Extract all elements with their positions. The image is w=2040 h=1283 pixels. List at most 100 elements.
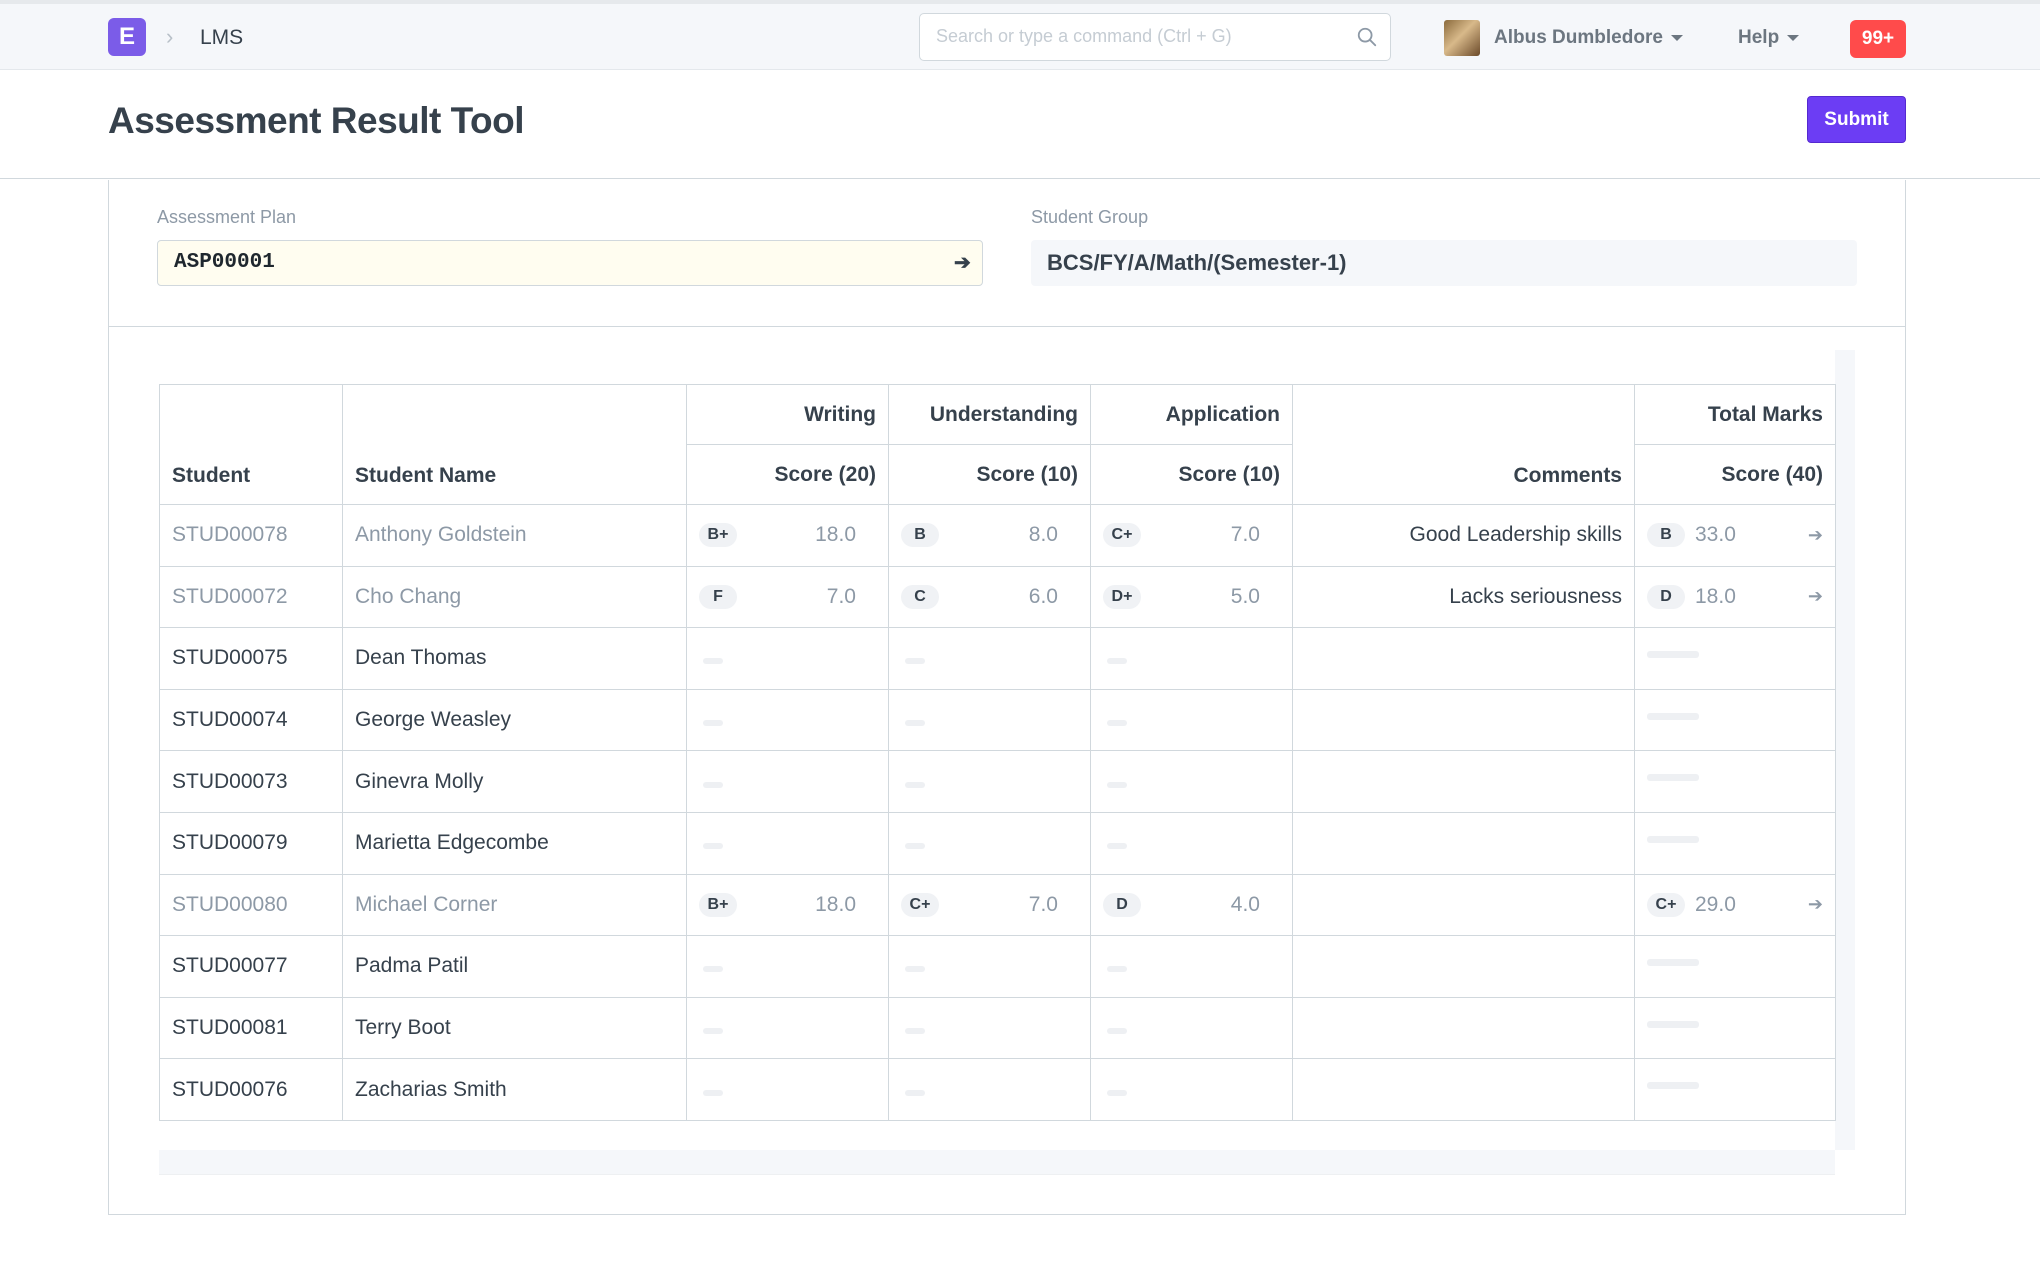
understanding-cell[interactable] (888, 627, 1091, 690)
table-row[interactable]: STUD00080 Michael Corner B+ 18.0 C+ 7.0 D… (159, 873, 1836, 937)
total-cell[interactable] (1634, 1058, 1836, 1121)
student-id-cell[interactable]: STUD00078 (159, 504, 343, 567)
student-group-field[interactable]: BCS/FY/A/Math/(Semester-1) (1031, 240, 1857, 286)
application-cell[interactable] (1090, 996, 1293, 1060)
table-row[interactable]: STUD00075 Dean Thomas (159, 627, 1836, 690)
student-name-cell[interactable]: Anthony Goldstein (342, 504, 687, 567)
table-row[interactable]: STUD00073 Ginevra Molly (159, 750, 1836, 813)
writing-cell[interactable]: B+ 18.0 (686, 873, 889, 937)
empty-placeholder (1107, 781, 1127, 788)
understanding-cell[interactable] (888, 996, 1091, 1060)
writing-cell[interactable]: B+ 18.0 (686, 504, 889, 567)
arrow-right-icon[interactable]: ➔ (1807, 894, 1823, 915)
understanding-cell[interactable] (888, 688, 1091, 752)
student-id-cell[interactable]: STUD00081 (159, 996, 343, 1060)
app-logo[interactable]: E (108, 18, 146, 56)
student-id-cell[interactable]: STUD00080 (159, 873, 343, 937)
student-id-cell[interactable]: STUD00074 (159, 688, 343, 752)
comment-cell[interactable] (1292, 873, 1635, 937)
comment-cell[interactable]: Lacks seriousness (1292, 565, 1635, 629)
total-cell[interactable] (1634, 688, 1836, 752)
application-cell[interactable] (1090, 935, 1293, 998)
application-cell[interactable] (1090, 811, 1293, 875)
student-name-cell[interactable]: Ginevra Molly (342, 750, 687, 813)
application-cell[interactable] (1090, 1058, 1293, 1121)
comment-cell[interactable] (1292, 750, 1635, 813)
comment-cell[interactable] (1292, 1058, 1635, 1121)
student-name-cell[interactable]: Dean Thomas (342, 627, 687, 690)
arrow-right-icon[interactable]: ➔ (954, 252, 971, 274)
total-cell[interactable]: C+ 29.0 ➔ (1634, 873, 1836, 937)
divider (0, 178, 2040, 179)
student-id-cell[interactable]: STUD00076 (159, 1058, 343, 1121)
understanding-cell[interactable]: C 6.0 (888, 565, 1091, 629)
writing-cell[interactable] (686, 627, 889, 690)
understanding-score: 6.0 (1028, 584, 1058, 608)
user-menu[interactable]: Albus Dumbledore (1494, 27, 1683, 49)
writing-cell[interactable] (686, 688, 889, 752)
student-name-cell[interactable]: Michael Corner (342, 873, 687, 937)
understanding-cell[interactable] (888, 935, 1091, 998)
table-row[interactable]: STUD00076 Zacharias Smith (159, 1058, 1836, 1121)
student-name-cell[interactable]: Zacharias Smith (342, 1058, 687, 1121)
comment-cell[interactable] (1292, 688, 1635, 752)
writing-cell[interactable] (686, 750, 889, 813)
understanding-cell[interactable] (888, 811, 1091, 875)
comment-cell[interactable]: Good Leadership skills (1292, 504, 1635, 567)
student-id-cell[interactable]: STUD00079 (159, 811, 343, 875)
total-cell[interactable]: D 18.0 ➔ (1634, 565, 1836, 629)
student-id-cell[interactable]: STUD00073 (159, 750, 343, 813)
student-name-cell[interactable]: Marietta Edgecombe (342, 811, 687, 875)
submit-button[interactable]: Submit (1807, 96, 1906, 143)
writing-cell[interactable] (686, 811, 889, 875)
avatar[interactable] (1444, 20, 1480, 56)
total-cell[interactable] (1634, 811, 1836, 875)
arrow-right-icon[interactable]: ➔ (1807, 586, 1823, 607)
total-cell[interactable] (1634, 996, 1836, 1060)
writing-cell[interactable] (686, 1058, 889, 1121)
total-cell[interactable] (1634, 750, 1836, 813)
table-row[interactable]: STUD00074 George Weasley (159, 688, 1836, 752)
student-id-cell[interactable]: STUD00072 (159, 565, 343, 629)
table-row[interactable]: STUD00078 Anthony Goldstein B+ 18.0 B 8.0… (159, 504, 1836, 567)
application-cell[interactable] (1090, 750, 1293, 813)
understanding-cell[interactable] (888, 750, 1091, 813)
application-cell[interactable]: D+ 5.0 (1090, 565, 1293, 629)
understanding-cell[interactable]: C+ 7.0 (888, 873, 1091, 937)
total-cell[interactable] (1634, 627, 1836, 690)
student-name-cell[interactable]: Terry Boot (342, 996, 687, 1060)
student-name-cell[interactable]: Cho Chang (342, 565, 687, 629)
student-name-cell[interactable]: Padma Patil (342, 935, 687, 998)
application-cell[interactable]: D 4.0 (1090, 873, 1293, 937)
comment-cell[interactable] (1292, 811, 1635, 875)
writing-cell[interactable] (686, 935, 889, 998)
writing-cell[interactable] (686, 996, 889, 1060)
understanding-cell[interactable] (888, 1058, 1091, 1121)
application-cell[interactable]: C+ 7.0 (1090, 504, 1293, 567)
comment-cell[interactable] (1292, 935, 1635, 998)
application-cell[interactable] (1090, 688, 1293, 752)
table-row[interactable]: STUD00079 Marietta Edgecombe (159, 811, 1836, 875)
assessment-plan-field[interactable]: ASP00001 (157, 240, 983, 286)
search-icon[interactable] (1356, 26, 1378, 48)
notification-badge[interactable]: 99+ (1850, 20, 1906, 58)
application-cell[interactable] (1090, 627, 1293, 690)
table-row[interactable]: STUD00081 Terry Boot (159, 996, 1836, 1060)
total-cell[interactable]: B 33.0 ➔ (1634, 504, 1836, 567)
comment-cell[interactable] (1292, 996, 1635, 1060)
header-application: Application (1090, 384, 1293, 445)
comment-cell[interactable] (1292, 627, 1635, 690)
understanding-cell[interactable]: B 8.0 (888, 504, 1091, 567)
table-row[interactable]: STUD00077 Padma Patil (159, 935, 1836, 998)
student-name-cell[interactable]: George Weasley (342, 688, 687, 752)
writing-cell[interactable]: F 7.0 (686, 565, 889, 629)
arrow-right-icon[interactable]: ➔ (1807, 524, 1823, 545)
student-id-cell[interactable]: STUD00077 (159, 935, 343, 998)
table-row[interactable]: STUD00072 Cho Chang F 7.0 C 6.0 D+ 5.0 La… (159, 565, 1836, 629)
empty-placeholder (1107, 966, 1127, 973)
breadcrumb-lms[interactable]: LMS (200, 26, 244, 49)
student-id-cell[interactable]: STUD00075 (159, 627, 343, 690)
search-input[interactable] (920, 14, 1336, 58)
help-menu[interactable]: Help (1738, 27, 1800, 49)
total-cell[interactable] (1634, 935, 1836, 998)
